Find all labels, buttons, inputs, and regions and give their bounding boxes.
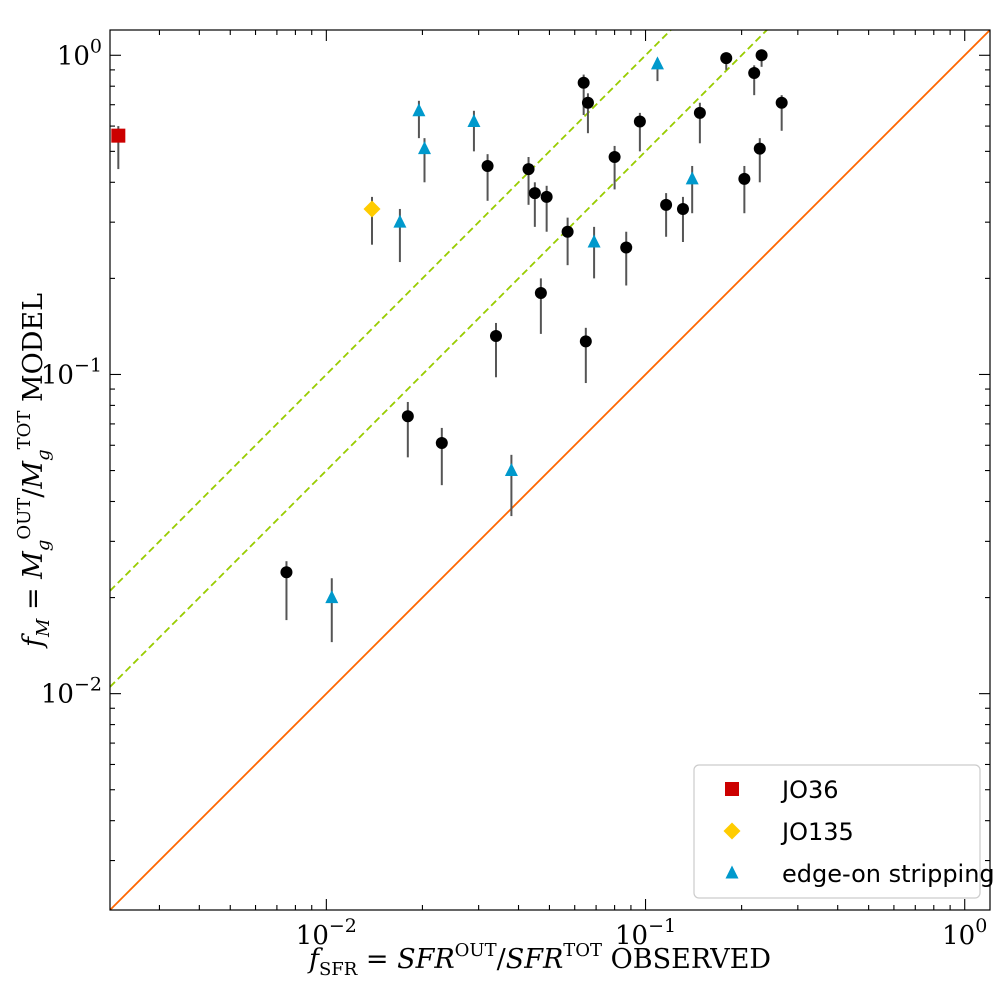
data-point-other-galaxies-6 xyxy=(528,187,541,200)
data-point-other-galaxies-23 xyxy=(755,49,768,62)
x-axis-title: fSFR = SFROUT/SFRTOT OBSERVED xyxy=(307,940,771,980)
x-tick-label-1: 10−1 xyxy=(615,915,676,951)
data-point-other-galaxies-10 xyxy=(577,76,590,89)
data-point-other-galaxies-15 xyxy=(633,115,646,128)
data-point-other-galaxies-5 xyxy=(522,163,535,176)
data-point-edge-on-stripping-7 xyxy=(650,56,664,70)
legend-marker-jo36 xyxy=(725,782,739,796)
x-tick-label-0: 10−2 xyxy=(296,915,357,951)
data-point-other-galaxies-18 xyxy=(693,106,706,119)
x-tick-label-2: 100 xyxy=(942,915,987,951)
data-point-edge-on-stripping-1 xyxy=(393,214,407,228)
data-point-edge-on-stripping-3 xyxy=(417,141,431,155)
data-point-other-galaxies-2 xyxy=(435,436,448,449)
plot-frame xyxy=(109,29,991,911)
legend-box xyxy=(693,764,981,899)
data-point-edge-on-stripping-6 xyxy=(587,234,601,248)
data-point-other-galaxies-12 xyxy=(581,96,594,109)
y-tick-label-0: 10−2 xyxy=(41,674,102,710)
data-point-other-galaxies-19 xyxy=(720,52,733,65)
data-point-other-galaxies-24 xyxy=(775,96,788,109)
data-point-other-galaxies-3 xyxy=(481,159,494,172)
legend-marker-jo135 xyxy=(723,822,741,840)
data-point-edge-on-stripping-2 xyxy=(412,103,426,117)
legend-marker-edge-on-stripping xyxy=(725,865,739,879)
data-point-other-galaxies-9 xyxy=(561,225,574,238)
data-point-other-galaxies-7 xyxy=(534,286,547,299)
y-tick-label-1: 10−1 xyxy=(41,354,102,390)
data-point-edge-on-stripping-0 xyxy=(325,590,339,604)
data-point-jo36-0 xyxy=(111,128,126,143)
data-point-edge-on-stripping-5 xyxy=(504,463,518,477)
data-point-other-galaxies-4 xyxy=(489,329,502,342)
data-point-edge-on-stripping-4 xyxy=(467,114,481,128)
data-point-other-galaxies-0 xyxy=(280,566,293,579)
y-tick-label-2: 100 xyxy=(57,35,102,71)
legend-label-jo36: JO36 xyxy=(780,776,839,804)
data-point-other-galaxies-11 xyxy=(579,335,592,348)
data-point-edge-on-stripping-8 xyxy=(685,171,699,185)
data-point-other-galaxies-22 xyxy=(753,142,766,155)
data-point-jo135-0 xyxy=(363,200,381,218)
reference-line-five-times xyxy=(110,30,769,688)
data-point-other-galaxies-16 xyxy=(660,198,673,211)
reference-line-one-to-one xyxy=(110,30,990,910)
legend-label-edge-on-stripping: edge-on stripping xyxy=(782,860,995,888)
y-axis-title: fM = MgOUT/MgTOT MODEL xyxy=(14,293,54,649)
data-point-other-galaxies-8 xyxy=(540,190,553,203)
data-point-other-galaxies-13 xyxy=(608,151,621,164)
data-point-other-galaxies-17 xyxy=(676,202,689,215)
data-point-other-galaxies-14 xyxy=(620,241,633,254)
reference-line-ten-times xyxy=(110,30,673,592)
legend-label-jo135: JO135 xyxy=(780,818,854,846)
data-point-other-galaxies-20 xyxy=(738,172,751,185)
data-point-other-galaxies-21 xyxy=(748,66,761,79)
data-point-other-galaxies-1 xyxy=(401,410,414,423)
